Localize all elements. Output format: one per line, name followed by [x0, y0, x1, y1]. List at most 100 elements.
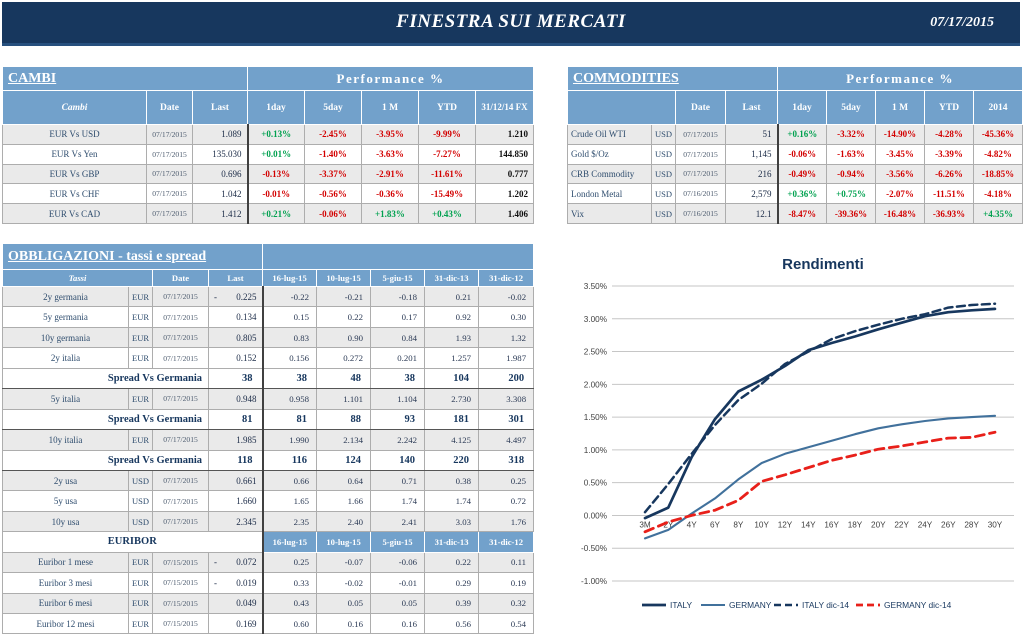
rate-row: 5y germania EUR 07/17/2015 0.134 0.15 0.22 0.1… [2, 306, 535, 328]
fx-2014-value: 144.850 [474, 143, 535, 165]
obbligazioni-col-2: 5-giu-15 [370, 269, 426, 287]
cambi-col-fx: 31/12/14 FX [474, 90, 535, 125]
perf-value: -3.32% [826, 124, 877, 145]
pair-name: EUR Vs CAD [2, 203, 147, 224]
quote-date: 07/17/2015 [146, 203, 193, 224]
rate-name: 2y germania [2, 285, 129, 308]
spread-row: Spread Vs Germania 38 38 48 38 104 200 [2, 367, 535, 390]
hist-value: -0.02 [478, 285, 535, 308]
commodity-name: CRB Commodity [567, 163, 652, 185]
last-value: 12.1 [724, 203, 779, 224]
rate-name: Euribor 3 mesi [2, 572, 129, 594]
hist-value: 0.19 [478, 572, 535, 594]
commodities-col-empty [567, 90, 676, 125]
x-tick-label: 2Y [663, 520, 674, 529]
hist-value: 0.54 [478, 612, 535, 635]
perf-value: +0.75% [826, 183, 877, 205]
obbligazioni-title-band [262, 243, 535, 270]
perf-value: +0.21% [246, 203, 305, 224]
perf-value: -4.28% [924, 124, 975, 145]
last-value: 0.169 [207, 612, 264, 635]
currency: EUR [128, 388, 153, 410]
commodities-col-ytd: YTD [924, 90, 975, 125]
hist-value: 1.76 [478, 510, 535, 533]
quote-date: 07/17/2015 [152, 388, 209, 410]
x-tick-label: 28Y [964, 520, 979, 529]
cambi-row: EUR Vs USD 07/17/2015 1.089 +0.13% -2.45% -3.… [2, 124, 535, 145]
hist-value: 2.40 [316, 510, 372, 533]
euribor-col-header: 16-lug-15 [261, 531, 318, 553]
currency: USD [128, 490, 153, 512]
rate-row: 5y usa USD 07/17/2015 1.660 1.65 1.66 1.74 1.74… [2, 490, 535, 512]
series-ITALY [643, 307, 997, 520]
series-GERMANY dic-14 [643, 430, 997, 534]
cambi-col-1day: 1day [247, 90, 305, 125]
x-tick-label: 8Y [733, 520, 744, 529]
hist-value: 0.16 [370, 612, 426, 635]
last-value: 0.049 [207, 592, 264, 615]
rate-name: 2y usa [2, 469, 129, 492]
hist-value: -0.22 [261, 285, 318, 308]
rate-row: Euribor 6 mesi EUR 07/15/2015 0.049 0.43 0.05… [2, 592, 535, 615]
cambi-row: EUR Vs CAD 07/17/2015 1.412 +0.21% -0.06% +1.… [2, 203, 535, 224]
perf-value: -0.56% [304, 183, 362, 205]
perf-value: -3.45% [875, 143, 926, 165]
legend-label: GERMANY dic-14 [884, 600, 952, 610]
last-value: 0.696 [192, 163, 248, 185]
hist-value: 0.16 [316, 612, 372, 635]
rate-name: Euribor 12 mesi [2, 612, 129, 635]
spread-label: Spread Vs Germania [2, 367, 209, 390]
spread-last: 118 [207, 449, 264, 471]
hist-value: 0.43 [261, 592, 318, 615]
hist-value: 0.156 [261, 347, 318, 369]
cambi-table: CAMBI Performance % Cambi Date Last 1day… [2, 66, 535, 224]
quote-date: 07/17/2015 [152, 285, 209, 308]
commodities-col-date: Date [675, 90, 726, 125]
perf-value: -0.94% [826, 163, 877, 185]
hist-value: 0.05 [370, 592, 426, 615]
hist-value: 0.64 [316, 469, 372, 492]
euribor-col-header: 5-giu-15 [370, 531, 426, 553]
currency: USD [651, 183, 676, 205]
fx-2014-value: 1.406 [474, 203, 535, 224]
currency: USD [651, 203, 676, 224]
hist-value: 1.257 [424, 347, 480, 369]
last-value: 0.805 [207, 326, 264, 349]
cambi-col-5day: 5day [304, 90, 362, 125]
rate-name: 5y germania [2, 306, 129, 328]
spread-value: 124 [316, 449, 372, 471]
quote-date: 07/15/2015 [152, 612, 209, 635]
hist-value: -0.07 [316, 551, 372, 574]
rate-row: 2y usa USD 07/17/2015 0.661 0.66 0.64 0.71 0.38… [2, 469, 535, 492]
spread-value: 81 [261, 408, 318, 431]
last-value: 0.661 [207, 469, 264, 492]
obbligazioni-col-3: 31-dic-13 [424, 269, 480, 287]
currency: EUR [128, 306, 153, 328]
hist-value: 1.32 [478, 326, 535, 349]
rendimenti-chart: Rendimenti 3.50% 3.00% 2.50% 2.00% 1.50% 1.00%… [570, 243, 1022, 633]
hist-value: 0.201 [370, 347, 426, 369]
spread-value: 181 [424, 408, 480, 431]
quote-date: 07/15/2015 [152, 572, 209, 594]
perf-value: -2.91% [361, 163, 419, 185]
hist-value: 0.272 [316, 347, 372, 369]
hist-value: 1.104 [370, 388, 426, 410]
hist-value: 1.74 [370, 490, 426, 512]
spread-last: 81 [207, 408, 264, 431]
currency: USD [651, 124, 676, 145]
rate-row: 10y germania EUR 07/17/2015 0.805 0.83 0.90 0.… [2, 326, 535, 349]
app-header: FINESTRA SUI MERCATI 07/17/2015 [2, 2, 1020, 46]
hist-value: 0.958 [261, 388, 318, 410]
hist-value: -0.18 [370, 285, 426, 308]
rate-name: 2y italia [2, 347, 129, 369]
hist-value: 0.33 [261, 572, 318, 594]
hist-value: 0.56 [424, 612, 480, 635]
last-value: 1.660 [207, 490, 264, 512]
commodity-name: Crude Oil WTI [567, 124, 652, 145]
y-tick-label: -1.00% [581, 577, 607, 586]
hist-value: 0.39 [424, 592, 480, 615]
perf-value: -18.85% [973, 163, 1024, 185]
hist-value: 0.15 [261, 306, 318, 328]
currency: USD [651, 143, 676, 165]
commodities-col-2014: 2014 [973, 90, 1024, 125]
